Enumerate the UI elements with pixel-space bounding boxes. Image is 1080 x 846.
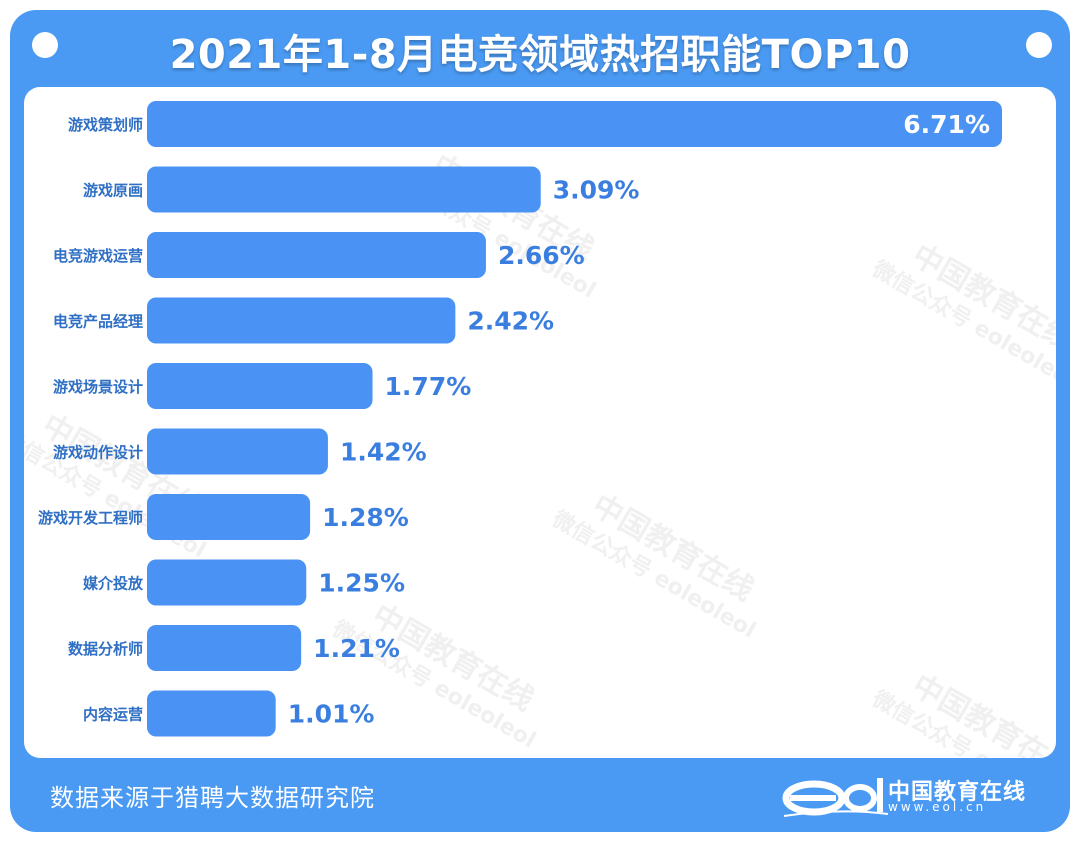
bar: [147, 232, 486, 278]
eol-logo-icon: [782, 778, 889, 817]
brand-url: www.eol.cn: [888, 800, 987, 814]
data-source: 数据来源于猎聘大数据研究院: [50, 784, 375, 812]
category-label: 内容运营: [83, 706, 143, 724]
value-label: 1.77%: [385, 372, 472, 401]
bar: [147, 428, 328, 475]
category-label: 游戏动作设计: [53, 444, 143, 462]
category-label: 媒介投放: [83, 575, 144, 593]
category-label: 游戏策划师: [68, 116, 143, 134]
value-label: 2.42%: [467, 307, 554, 336]
bar-chart: 游戏策划师 6.71% 游戏原画 3.09% 电竞游戏运营 2.66% 电竞产品经理 2.42…: [38, 101, 1002, 737]
bar: [147, 494, 311, 540]
category-label: 电竞游戏运营: [53, 247, 143, 265]
bar: [147, 166, 541, 213]
bar: [147, 625, 302, 671]
bar: [147, 690, 276, 737]
bar: [147, 101, 1002, 147]
category-label: 数据分析师: [68, 640, 143, 658]
category-label: 游戏场景设计: [53, 378, 143, 396]
value-label: 3.09%: [553, 176, 640, 205]
bar: [147, 297, 456, 344]
value-label: 2.66%: [498, 241, 585, 270]
value-label: 1.42%: [340, 438, 427, 467]
chart-title: 2021年1-8月电竞领域热招职能TOP10: [169, 32, 911, 78]
category-label: 游戏开发工程师: [38, 509, 143, 527]
category-label: 电竞产品经理: [53, 313, 143, 331]
value-label: 1.28%: [322, 503, 409, 532]
category-label: 游戏原画: [83, 182, 143, 200]
value-label: 1.01%: [288, 700, 375, 729]
bar: [147, 559, 307, 606]
decor-hole-left: [32, 32, 58, 58]
value-label: 1.21%: [313, 634, 400, 663]
value-label: 6.71%: [903, 110, 990, 139]
brand-name: 中国教育在线: [888, 780, 1027, 805]
bar: [147, 363, 373, 409]
value-label: 1.25%: [318, 569, 405, 598]
decor-hole-right: [1026, 32, 1052, 58]
